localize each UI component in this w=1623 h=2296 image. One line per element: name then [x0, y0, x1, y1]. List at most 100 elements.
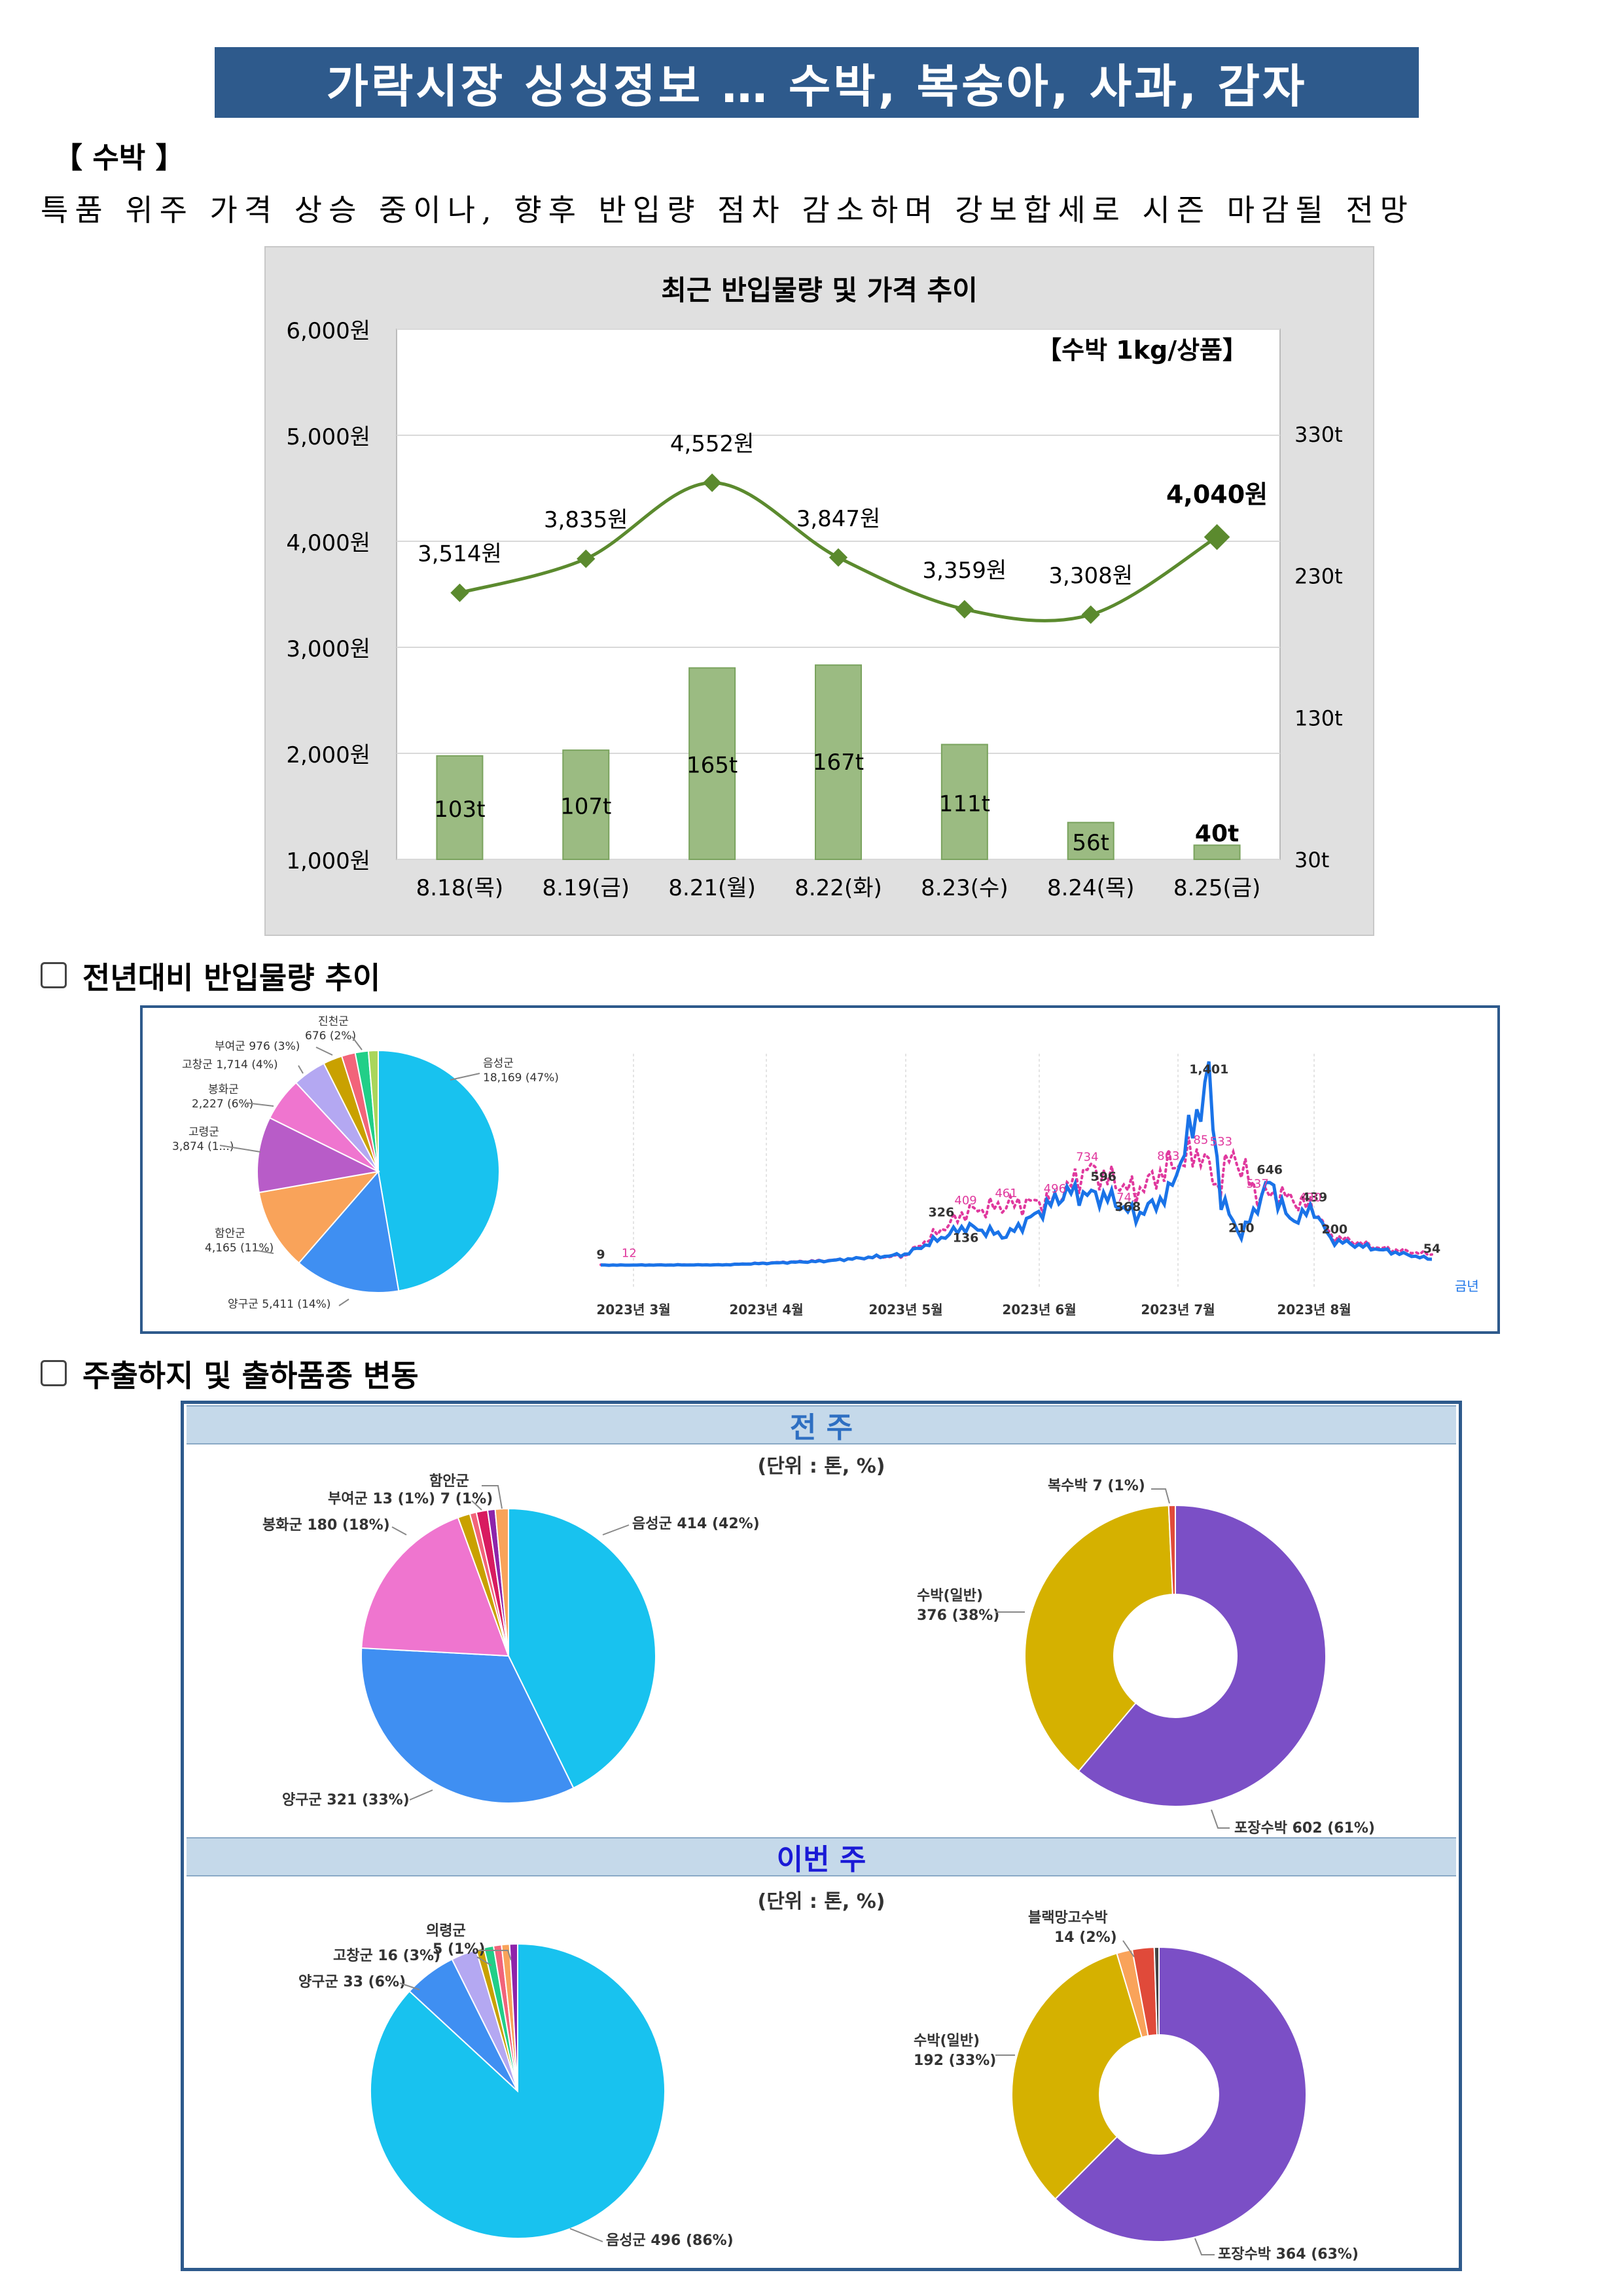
this-variety-donut-hole [1099, 2034, 1219, 2155]
legend-this-year: 금년 [1455, 1278, 1479, 1294]
price-point [829, 548, 848, 567]
price-data-label: 3,359원 [923, 558, 1007, 584]
leader-line [476, 1956, 492, 1966]
price-data-label: 3,847원 [796, 506, 881, 532]
pie-label: 부여군 13 (1%) 7 (1%) [328, 1491, 493, 1507]
prev-year-label: 533 [1210, 1135, 1232, 1149]
price-volume-chart-panel: 최근 반입물량 및 가격 추이 【수박 1kg/상품】 6,000원 5,000원 4,… [264, 246, 1374, 936]
pie-value: 3,874 (1...) [172, 1140, 234, 1153]
prev-region-pie-slice [508, 1507, 656, 1789]
leader-line [450, 1073, 480, 1081]
section-label-watermelon: 【 수박 】 [54, 141, 185, 175]
bar [940, 744, 988, 860]
prev-year-label: 496 [1044, 1182, 1066, 1196]
pie-label: 블랙망고수박 [1028, 1910, 1107, 1926]
shipping-charts: (단위 : 톤, %) (단위 : 톤, %) 음성군 414 (42%) 양구군 3… [262, 1455, 1375, 2263]
leader-line [315, 1047, 333, 1056]
x-tick-label: 2023년 3월 [596, 1302, 670, 1318]
page-title: 가락시장 싱싱정보 … 수박, 복숭아, 사과, 감자 [215, 47, 1419, 118]
leader-line [1122, 1940, 1135, 1958]
price-point [577, 549, 596, 568]
leader-line [478, 1950, 512, 1961]
pie-label: 고창군 16 (3%) [333, 1948, 440, 1964]
pie-value: 4,165 (11%) [205, 1242, 274, 1255]
this-variety-donut-slice [1011, 1952, 1160, 2200]
prev-year-label: 85 [1193, 1133, 1208, 1147]
section-heading-shipping: 주출하지 및 출하품종 변동 [82, 1358, 419, 1393]
y-right-tick-label: 230t [1294, 564, 1343, 589]
x-tick-label: 8.25(금) [1173, 875, 1261, 901]
pie-label: 의령군 [426, 1923, 466, 1939]
leader-line [1194, 2238, 1215, 2255]
leader-line [409, 1789, 433, 1801]
bar [562, 749, 610, 861]
checkbox-icon [41, 962, 67, 988]
bar [436, 755, 484, 860]
pie-label: 양구군 321 (33%) [282, 1792, 410, 1808]
pie-label: 수박(일반) [914, 2033, 980, 2049]
leader-line [391, 1526, 407, 1535]
chart-title: 최근 반입물량 및 가격 추이 [661, 274, 978, 306]
y-left-tick-label: 2,000원 [286, 742, 370, 768]
pie-label: 포장수박 364 (63%) [1218, 2246, 1359, 2263]
pie-label: 봉화군 [208, 1083, 239, 1096]
prev-year-label: 863 [1157, 1149, 1179, 1163]
this-year-line [601, 1061, 1433, 1267]
y-left-tick-label: 3,000원 [286, 636, 370, 662]
chart-annotation: 【수박 1kg/상품】 [1037, 336, 1247, 365]
yoy-pie-slice [258, 1170, 380, 1265]
pie-value: 376 (38%) [917, 1607, 999, 1624]
pie-label: 양구군 33 (6%) [298, 1974, 406, 1990]
yoy-pie-slice [378, 1049, 500, 1292]
x-tick-label: 8.19(금) [543, 875, 630, 901]
x-tick-label: 2023년 8월 [1277, 1302, 1351, 1318]
prev-year-label: 12 [622, 1247, 637, 1261]
price-volume-chart: 최근 반입물량 및 가격 추이 【수박 1kg/상품】 6,000원 5,000원 4,… [286, 274, 1343, 901]
prev-year-label: 743 [1116, 1191, 1139, 1205]
pie-value: 14 (2%) [1054, 1929, 1117, 1946]
prev-variety-donut-slice [1024, 1505, 1177, 1772]
price-point [450, 583, 469, 602]
this-year-label: 596 [1090, 1170, 1116, 1184]
leader-line [602, 1524, 630, 1535]
this-year-label: 646 [1257, 1163, 1283, 1177]
prev-region-pie-slice [494, 1507, 509, 1657]
pie-label: 복수박 7 (1%) [1048, 1478, 1145, 1494]
pie-label: 봉화군 180 (18%) [262, 1517, 390, 1534]
pie-label: 음성군 496 (86%) [606, 2233, 734, 2249]
section-heading-yoy: 전년대비 반입물량 추이 [82, 960, 381, 996]
pie-label: 수박(일반) [917, 1588, 983, 1604]
x-tick-label: 8.21(월) [668, 875, 756, 901]
this-year-label: 136 [953, 1230, 979, 1245]
prev-year-label: 461 [995, 1187, 1017, 1200]
unit-label-prev: (단위 : 톤, %) [757, 1455, 885, 1478]
pie-value: 192 (33%) [914, 2053, 996, 2069]
y-left-tick-label: 4,000원 [286, 530, 370, 556]
pie-label: 함안군 [215, 1227, 245, 1240]
pie-label: 음성군 414 (42%) [632, 1516, 760, 1532]
bar [688, 667, 736, 860]
pie-label: 고창군 1,714 (4%) [182, 1058, 278, 1071]
price-data-label: 3,308원 [1048, 563, 1133, 589]
pie-value: 676 (2%) [305, 1030, 356, 1043]
this-year-label: 200 [1321, 1222, 1347, 1236]
bar-data-label: 165t [687, 753, 738, 779]
yoy-pie-slice [367, 1049, 379, 1172]
leader-line [1211, 1809, 1230, 1829]
prev-region-pie-slice [361, 1516, 510, 1657]
x-tick-label: 2023년 5월 [868, 1302, 942, 1318]
y-left-tick-label: 5,000원 [286, 424, 370, 450]
x-tick-label: 8.22(화) [794, 875, 882, 901]
leader-line [298, 1065, 304, 1074]
leader-line [245, 1102, 274, 1107]
leader-line [253, 1249, 274, 1254]
yoy-pie-slice [298, 1170, 400, 1293]
x-tick-label: 2023년 6월 [1002, 1302, 1076, 1318]
y-right-tick-label: 130t [1294, 706, 1343, 730]
this-year-label: 439 [1302, 1191, 1328, 1205]
pie-label: 포장수박 602 (61%) [1234, 1820, 1375, 1837]
this-week-band: 이번 주 [187, 1837, 1456, 1876]
prev-variety-donut-hole [1113, 1594, 1238, 1718]
x-tick-label: 2023년 7월 [1141, 1302, 1215, 1318]
pie-label: 양구군 5,411 (14%) [228, 1298, 330, 1311]
